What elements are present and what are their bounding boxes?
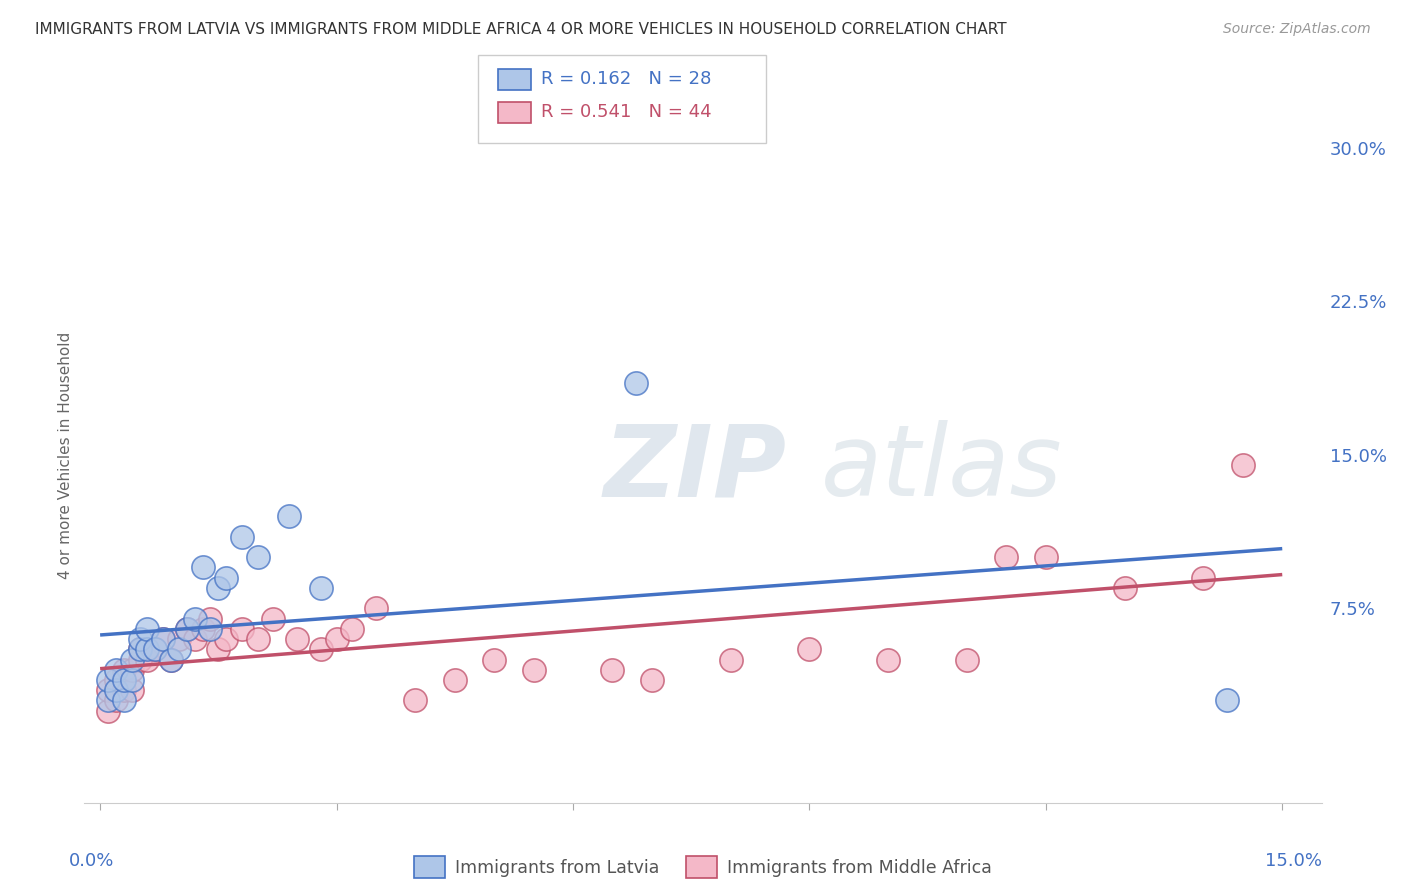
Point bbox=[207, 581, 229, 595]
Text: 0.0%: 0.0% bbox=[69, 852, 114, 870]
Point bbox=[602, 663, 624, 677]
Point bbox=[1114, 581, 1136, 595]
Point bbox=[995, 550, 1018, 565]
Text: 15.0%: 15.0% bbox=[1264, 852, 1322, 870]
Point bbox=[97, 673, 120, 687]
Point bbox=[443, 673, 465, 687]
Point bbox=[152, 632, 174, 646]
Point bbox=[246, 550, 269, 565]
Point bbox=[624, 376, 647, 391]
Point bbox=[877, 652, 900, 666]
Text: IMMIGRANTS FROM LATVIA VS IMMIGRANTS FROM MIDDLE AFRICA 4 OR MORE VEHICLES IN HO: IMMIGRANTS FROM LATVIA VS IMMIGRANTS FRO… bbox=[35, 22, 1007, 37]
Point bbox=[112, 693, 135, 707]
Point bbox=[97, 704, 120, 718]
Point bbox=[128, 652, 150, 666]
Point bbox=[152, 632, 174, 646]
Point bbox=[143, 642, 166, 657]
Point bbox=[176, 622, 198, 636]
Point bbox=[200, 622, 222, 636]
Point bbox=[207, 642, 229, 657]
Point bbox=[104, 663, 127, 677]
Point bbox=[136, 622, 159, 636]
Point bbox=[200, 612, 222, 626]
Point bbox=[112, 663, 135, 677]
Point bbox=[325, 632, 347, 646]
Y-axis label: 4 or more Vehicles in Household: 4 or more Vehicles in Household bbox=[58, 331, 73, 579]
Point bbox=[104, 673, 127, 687]
Text: atlas: atlas bbox=[821, 420, 1062, 517]
Point bbox=[246, 632, 269, 646]
Point bbox=[167, 642, 190, 657]
Point bbox=[121, 683, 143, 698]
Point bbox=[342, 622, 364, 636]
Point bbox=[799, 642, 821, 657]
Text: R = 0.162   N = 28: R = 0.162 N = 28 bbox=[541, 70, 711, 88]
Point bbox=[231, 622, 253, 636]
Point bbox=[104, 693, 127, 707]
Point bbox=[263, 612, 285, 626]
Point bbox=[121, 663, 143, 677]
Point bbox=[128, 642, 150, 657]
Point bbox=[215, 632, 238, 646]
Point bbox=[309, 581, 332, 595]
Point bbox=[160, 652, 183, 666]
Point bbox=[183, 632, 205, 646]
Point bbox=[522, 663, 544, 677]
Point bbox=[1192, 571, 1215, 585]
Point bbox=[215, 571, 238, 585]
Point bbox=[128, 632, 150, 646]
Point bbox=[112, 683, 135, 698]
Point bbox=[1216, 693, 1239, 707]
Point bbox=[183, 612, 205, 626]
Point bbox=[404, 693, 426, 707]
Text: ZIP: ZIP bbox=[605, 420, 787, 517]
Text: Source: ZipAtlas.com: Source: ZipAtlas.com bbox=[1223, 22, 1371, 37]
Point bbox=[191, 622, 214, 636]
Point bbox=[231, 530, 253, 544]
Legend: Immigrants from Latvia, Immigrants from Middle Africa: Immigrants from Latvia, Immigrants from … bbox=[406, 849, 1000, 885]
Point bbox=[121, 673, 143, 687]
Point bbox=[143, 642, 166, 657]
Point bbox=[97, 693, 120, 707]
Point bbox=[482, 652, 505, 666]
Point bbox=[121, 652, 143, 666]
Point bbox=[160, 652, 183, 666]
Point bbox=[278, 509, 301, 524]
Point bbox=[309, 642, 332, 657]
Point bbox=[1035, 550, 1057, 565]
Point bbox=[104, 683, 127, 698]
Point bbox=[285, 632, 308, 646]
Point bbox=[364, 601, 387, 615]
Point bbox=[112, 673, 135, 687]
Point bbox=[167, 632, 190, 646]
Point bbox=[136, 652, 159, 666]
Point bbox=[641, 673, 664, 687]
Point bbox=[97, 683, 120, 698]
Point bbox=[176, 622, 198, 636]
Point bbox=[956, 652, 979, 666]
Point bbox=[136, 642, 159, 657]
Point bbox=[720, 652, 742, 666]
Point bbox=[1232, 458, 1254, 472]
Point bbox=[128, 642, 150, 657]
Point bbox=[191, 560, 214, 574]
Text: R = 0.541   N = 44: R = 0.541 N = 44 bbox=[541, 103, 711, 121]
